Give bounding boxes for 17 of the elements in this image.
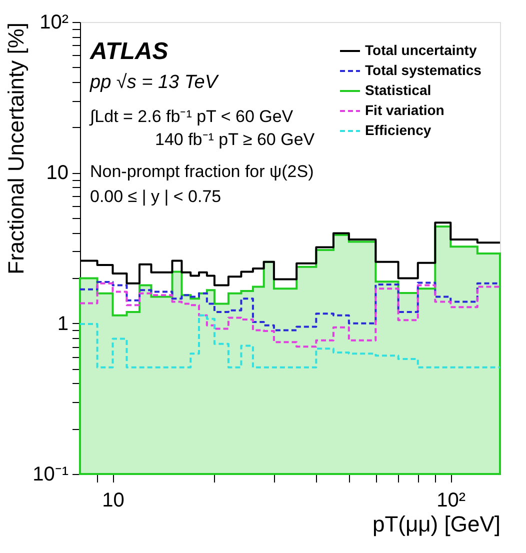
x-axis-title: pT(μμ) [GeV]	[372, 512, 500, 536]
y-tick-label: 10⁻¹	[32, 464, 69, 486]
y-tick-label: 10	[46, 162, 68, 184]
annotation: 0.00 ≤ | y | < 0.75	[90, 187, 222, 206]
y-tick-label: 10²	[40, 12, 69, 34]
annotation: pp √s = 13 TeV	[89, 72, 220, 93]
y-tick-label: 1	[57, 312, 68, 335]
legend-label: Total systematics	[365, 62, 482, 78]
y-axis-title: Fractional Uncertainty [%]	[4, 22, 29, 274]
legend-label: Fit variation	[365, 102, 444, 118]
annotation: ATLAS	[89, 38, 168, 65]
legend-label: Statistical	[365, 82, 432, 98]
annotation: 140 fb⁻¹ pT ≥ 60 GeV	[155, 130, 316, 149]
legend-label: Efficiency	[365, 122, 432, 138]
legend-label: Total uncertainty	[365, 42, 477, 58]
annotation: ∫Ldt = 2.6 fb⁻¹ pT < 60 GeV	[89, 107, 294, 126]
annotation: Non-prompt fraction for ψ(2S)	[90, 162, 314, 181]
